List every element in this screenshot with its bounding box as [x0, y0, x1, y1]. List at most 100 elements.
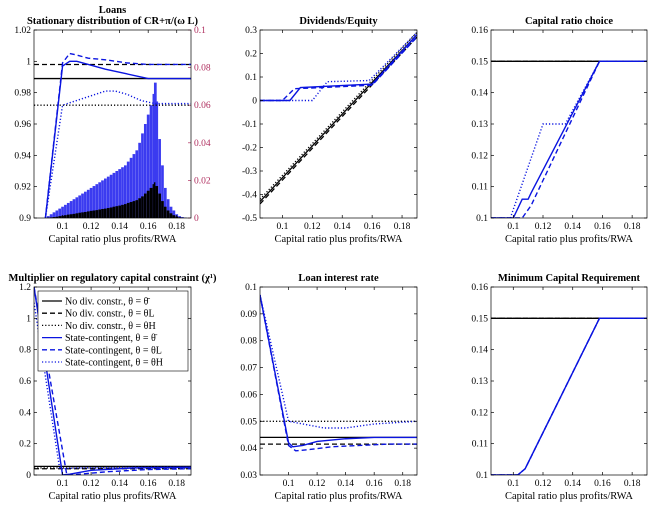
hist-bar-black [143, 193, 147, 218]
chart-dividends: 0.1 0.12 0.14 0.16 0.18 -0.5 -0.4 -0.3 -0.2 -0.1 0… [242, 16, 418, 245]
hist-bar-black [149, 187, 153, 218]
y-tick-label: 0.9 [19, 214, 31, 224]
hist-bar-blue [98, 182, 102, 218]
legend-label: State-contingent, θ = θL [65, 345, 162, 356]
hist-bar-black [66, 214, 70, 218]
hist-bar-black [129, 202, 133, 218]
axes-box [33, 29, 192, 219]
hist-bar-blue [81, 193, 84, 218]
x-tick-label: 0.16 [140, 222, 157, 232]
hist-bar-black [152, 184, 156, 218]
series-line-6 [491, 60, 647, 218]
hist-bar-black [69, 214, 73, 218]
x-tick-label: 0.12 [304, 222, 321, 232]
hist-bar-blue [92, 186, 96, 218]
x-axis-label: Capital ratio plus profits/RWA [505, 491, 633, 502]
x-tick-label: 0.14 [337, 479, 354, 489]
hist-bar-blue [66, 202, 70, 218]
x-tick-label: 0.1 [57, 222, 69, 232]
hist-bar-black [132, 201, 136, 218]
y-tick-label: 0.15 [471, 57, 488, 67]
x-tick-label: 0.16 [594, 479, 611, 489]
hist-bar-black [135, 200, 139, 218]
y-tick-label: -0.2 [242, 144, 257, 154]
chart-subtitle: Stationary distribution of CR+π/(ω L) [27, 16, 199, 27]
y-tick-label: 0.1 [476, 471, 488, 481]
hist-bar-blue [141, 133, 144, 218]
series-group [34, 52, 191, 218]
x-tick-label: 0.16 [140, 479, 157, 489]
y-tick-label: 0.12 [471, 151, 488, 161]
hist-bar-blue [109, 174, 113, 218]
hist-bar-black [123, 204, 127, 218]
hist-bar-black [178, 217, 181, 218]
y-tick-label: 1 [26, 314, 31, 324]
y-tick-label: 0.1 [476, 214, 488, 224]
series-line-4 [260, 34, 417, 102]
y-tick-label: 0.13 [471, 377, 488, 387]
y-tick-label: 0.3 [245, 26, 257, 36]
hist-bar-black [81, 212, 84, 218]
x-tick-label: 0.14 [111, 479, 128, 489]
x-tick-label: 0.1 [283, 479, 295, 489]
hist-bar-black [169, 213, 173, 218]
y-tick-label: 0.1 [245, 73, 257, 83]
hist-bar-black [84, 211, 87, 218]
hist-bar-black [161, 201, 164, 218]
y-tick-label: 0.16 [471, 26, 488, 36]
hist-bar-blue [69, 201, 73, 218]
axes-box [259, 29, 418, 219]
y-tick-label: 0.08 [240, 337, 257, 347]
hist-bar-black [115, 206, 119, 218]
x-tick-label: 0.14 [564, 479, 581, 489]
legend-box [37, 290, 189, 372]
legend-label: State-contingent, θ = θ̄ [65, 333, 158, 344]
y-tick-label: 1 [26, 57, 31, 67]
y2-tick-label: 0.02 [194, 176, 211, 186]
series-line-4 [260, 294, 417, 448]
y2-tick-label: 0.08 [194, 64, 211, 74]
hist-bar-black [58, 216, 62, 218]
hist-bar-black [55, 216, 59, 218]
hist-bar-blue [163, 187, 167, 218]
legend-label: No div. constr., θ = θ̄ [65, 297, 150, 308]
series-line-6 [260, 31, 417, 102]
hist-bar-blue [84, 191, 87, 218]
hist-bar-black [166, 210, 170, 218]
hist-bar-blue [178, 216, 181, 218]
y-tick-label: 0.09 [240, 310, 257, 320]
x-tick-label: 0.14 [564, 222, 581, 232]
hist-bar-black [155, 186, 159, 218]
x-axis-label: Capital ratio plus profits/RWA [274, 491, 402, 502]
hist-bar-black [112, 206, 116, 218]
y2-tick-label: 0.1 [194, 26, 206, 36]
series-line-4 [491, 60, 647, 218]
hist-bar-black [106, 208, 110, 218]
legend-label: No div. constr., θ = θL [65, 309, 155, 320]
legend-label: No div. constr., θ = θH [65, 321, 156, 332]
hist-bar-blue [75, 197, 79, 218]
hist-bar-blue [181, 217, 184, 218]
hist-bar-blue [126, 161, 130, 218]
hist-bar-black [138, 198, 141, 218]
axes-box [259, 286, 418, 476]
x-tick-label: 0.1 [507, 479, 519, 489]
x-tick-label: 0.1 [57, 479, 69, 489]
hist-bar-blue [152, 93, 156, 218]
legend-label: State-contingent, θ = θH [65, 358, 163, 369]
y-tick-label: 0 [26, 471, 31, 481]
hist-bar-black [118, 205, 121, 218]
hist-bar-blue [104, 178, 107, 218]
hist-bar-blue [72, 199, 76, 218]
y-tick-label: 1.2 [19, 283, 31, 293]
hist-bar-blue [86, 189, 90, 218]
series-line-5 [44, 52, 191, 218]
hist-bar-blue [166, 199, 170, 218]
x-axis-label: Capital ratio plus profits/RWA [48, 234, 176, 245]
hist-bar-blue [112, 172, 116, 218]
chart-title: Multiplier on regulatory capital constra… [9, 273, 217, 284]
y2-tick-label: 0 [194, 214, 199, 224]
series-line-6 [491, 317, 647, 475]
x-tick-label: 0.16 [366, 479, 383, 489]
x-axis-label: Capital ratio plus profits/RWA [505, 234, 633, 245]
